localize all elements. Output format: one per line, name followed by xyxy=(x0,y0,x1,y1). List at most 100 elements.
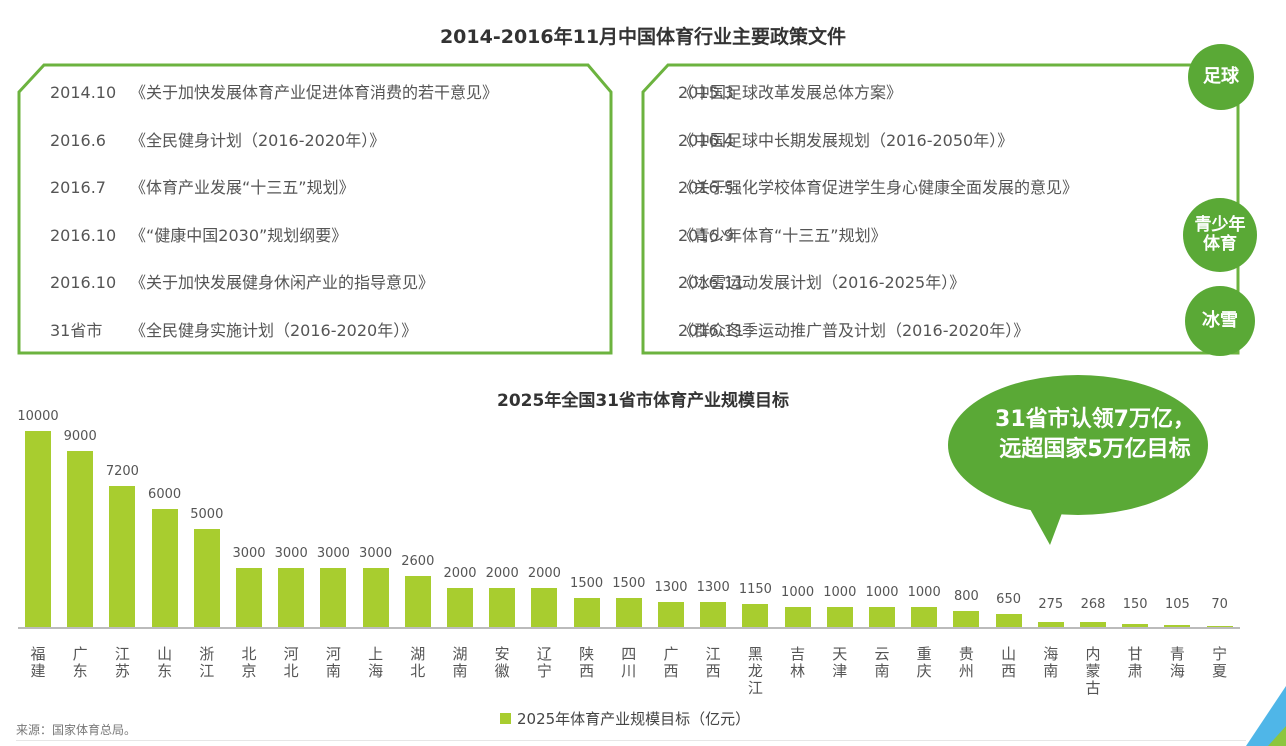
callout-line-1: 31省市认领7万亿， xyxy=(995,407,1195,432)
bar-value-label: 3000 xyxy=(274,546,308,562)
policy-title: 《关于加快发展健身休闲产业的指导意见》 xyxy=(130,273,435,292)
bar-value-label: 3000 xyxy=(232,546,266,562)
category-label: 北京 xyxy=(241,645,257,680)
policy-date: 31省市 xyxy=(50,320,103,340)
policy-item: 2015.3《中国足球改革发展总体方案》 xyxy=(678,83,903,102)
category-label: 河南 xyxy=(325,645,341,680)
policy-date: 2016.7 xyxy=(50,178,106,197)
policy-title: 《中国足球中长期发展规划（2016-2050年）》 xyxy=(678,130,1014,150)
bar xyxy=(953,611,980,627)
category-label: 湖北 xyxy=(410,645,426,680)
policy-title: 《全民健身实施计划（2016-2020年）》 xyxy=(130,320,418,340)
bar-value-label: 1000 xyxy=(907,585,941,601)
bar xyxy=(1206,625,1233,627)
policy-box-left-border xyxy=(17,63,613,355)
tag-youth-label-1: 青少年 xyxy=(1194,215,1246,236)
bar-value-label: 1000 xyxy=(823,585,857,601)
bar xyxy=(784,607,811,627)
footer-divider xyxy=(16,740,1246,741)
bar-value-label: 2000 xyxy=(485,565,519,581)
category-label: 江苏 xyxy=(114,645,130,680)
category-label: 山西 xyxy=(1001,645,1017,680)
bar xyxy=(658,601,684,627)
category-label: 辽宁 xyxy=(536,645,552,680)
tag-ice-snow: 冰雪 xyxy=(1185,286,1255,356)
category-label: 天津 xyxy=(832,645,848,680)
category-label: 海南 xyxy=(1043,645,1059,680)
bar-value-label: 1500 xyxy=(612,575,646,591)
policy-date: 2016.10 xyxy=(50,273,117,292)
bar xyxy=(1037,621,1064,627)
bar-value-label: 1300 xyxy=(696,579,730,595)
policy-title: 《体育产业发展“十三五”规划》 xyxy=(130,178,355,197)
bar xyxy=(911,607,938,627)
policy-item: 2016.10 《“健康中国2030”规划纲要》 xyxy=(50,222,347,246)
bar-value-label: 800 xyxy=(953,589,979,605)
bar xyxy=(109,485,136,627)
bar-value-label: 1000 xyxy=(865,585,899,601)
bar-value-label: 1300 xyxy=(654,579,688,595)
bar xyxy=(1164,624,1191,627)
bar xyxy=(1122,624,1149,627)
policy-item: 2016.7 《体育产业发展“十三五”规划》 xyxy=(50,174,355,198)
policy-item: 2016.6 《全民健身计划（2016-2020年）》 xyxy=(50,127,385,151)
category-label: 浙江 xyxy=(199,645,215,680)
bar xyxy=(404,576,431,627)
category-label: 湖南 xyxy=(452,645,468,680)
policy-title: 《“健康中国2030”规划纲要》 xyxy=(130,225,348,245)
policy-box-left xyxy=(16,62,614,356)
category-label: 江西 xyxy=(705,645,721,680)
x-axis-line xyxy=(18,627,1240,629)
bar-value-label: 9000 xyxy=(63,428,97,444)
bar xyxy=(995,614,1022,627)
category-label: 安徽 xyxy=(494,645,510,680)
bar-value-label: 7200 xyxy=(105,463,139,479)
tag-football-label: 足球 xyxy=(1203,66,1239,88)
policy-title: 《全民健身计划（2016-2020年）》 xyxy=(130,130,386,150)
bar-value-label: 2600 xyxy=(401,554,435,570)
category-label: 陕西 xyxy=(579,645,595,680)
legend-label: 2025年体育产业规模目标（亿元） xyxy=(517,710,751,728)
bar xyxy=(25,431,51,627)
policy-title: 《群众冬季运动推广普及计划（2016-2020年）》 xyxy=(678,320,1030,340)
bar-value-label: 3000 xyxy=(359,546,393,562)
policy-title: 《关于加快发展体育产业促进体育消费的若干意见》 xyxy=(130,83,499,102)
bar xyxy=(489,587,516,627)
category-label: 山东 xyxy=(157,645,173,680)
bar xyxy=(67,450,94,627)
bar-value-label: 1000 xyxy=(781,585,815,601)
bar-value-label: 6000 xyxy=(148,487,182,503)
category-label: 广东 xyxy=(72,645,88,680)
chart-title: 2025年全国31省市体育产业规模目标 xyxy=(497,391,789,411)
policy-title: 《青少年体育“十三五”规划》 xyxy=(678,225,887,245)
callout-line-2: 远超国家5万亿目标 xyxy=(999,437,1191,462)
callout-text: 31省市认领7万亿， 远超国家5万亿目标 xyxy=(975,405,1215,465)
policy-item: 2014.10 《关于加快发展体育产业促进体育消费的若干意见》 xyxy=(50,79,498,103)
tag-youth-label-2: 体育 xyxy=(1203,234,1237,254)
bar xyxy=(531,587,558,627)
tag-youth-sports: 青少年 体育 xyxy=(1183,198,1257,272)
bar-value-label: 5000 xyxy=(190,507,224,522)
page-title: 2014-2016年11月中国体育行业主要政策文件 xyxy=(439,26,847,48)
category-label: 上海 xyxy=(368,645,384,680)
callout-bubble xyxy=(948,375,1208,545)
category-label: 河北 xyxy=(283,645,299,680)
policy-item: 31省市 《全民健身实施计划（2016-2020年）》 xyxy=(50,317,417,341)
category-label: 重庆 xyxy=(916,645,932,680)
policy-item: 2016.11《群众冬季运动推广普及计划（2016-2020年）》 xyxy=(678,320,1030,340)
tag-football: 足球 xyxy=(1188,44,1254,110)
policy-date: 2014.10 xyxy=(50,83,117,102)
category-label: 云南 xyxy=(874,645,890,680)
policy-title: 《关于强化学校体育促进学生身心健康全面发展的意见》 xyxy=(678,178,1079,197)
bar-value-label: 150 xyxy=(1122,597,1148,612)
bar xyxy=(151,509,178,627)
category-label: 四川 xyxy=(621,645,637,680)
category-label: 贵州 xyxy=(958,645,974,680)
bar xyxy=(236,568,262,627)
bar-value-label: 650 xyxy=(996,592,1021,608)
tag-ice-snow-label: 冰雪 xyxy=(1202,310,1238,332)
bar xyxy=(869,607,895,627)
bar xyxy=(320,568,347,627)
bar-value-label: 105 xyxy=(1164,597,1190,612)
